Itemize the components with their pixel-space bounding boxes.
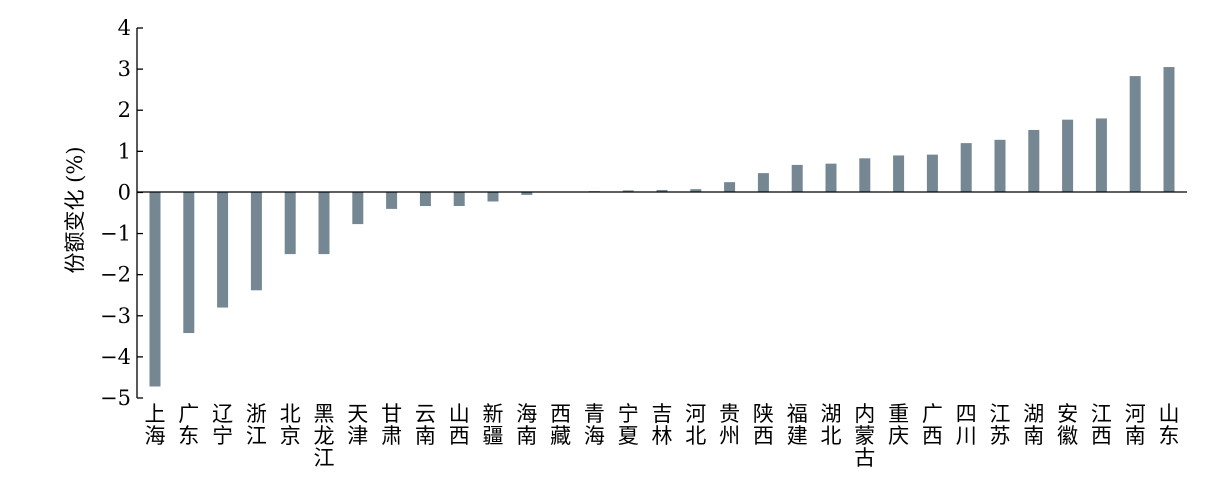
- bar: [318, 192, 330, 255]
- x-tick-label: 重庆: [888, 402, 909, 448]
- bar: [757, 173, 769, 193]
- y-tick-label: −3: [100, 304, 131, 328]
- bar: [656, 189, 668, 193]
- x-tick-label: 内蒙古: [854, 402, 875, 470]
- x-tick-label: 安徽: [1057, 402, 1078, 448]
- x-tick-label: 海南: [516, 402, 537, 448]
- bar: [284, 192, 296, 255]
- bar: [352, 192, 364, 225]
- bar: [825, 163, 837, 193]
- y-tick-label: −5: [100, 386, 131, 410]
- x-tick-label: 广东: [178, 402, 199, 448]
- bar: [1062, 119, 1074, 193]
- x-tick-label: 辽宁: [212, 402, 233, 448]
- x-tick-labels: 上海广东辽宁浙江北京黑龙江天津甘肃云南山西新疆海南西藏青海宁夏吉林河北贵州陕西福…: [145, 402, 1180, 470]
- x-tick-label: 黑龙江: [314, 402, 335, 470]
- x-tick-label: 陕西: [753, 402, 774, 448]
- bar: [1028, 129, 1040, 193]
- bar: [453, 192, 465, 207]
- bar: [1129, 76, 1141, 193]
- x-tick-label: 河南: [1125, 402, 1146, 448]
- x-tick-label: 上海: [145, 402, 166, 448]
- y-tick-label: 4: [118, 16, 131, 40]
- x-tick-label: 山东: [1159, 402, 1180, 448]
- y-tick-label: −4: [100, 345, 131, 369]
- bar: [521, 192, 533, 195]
- x-tick-label: 四川: [956, 402, 977, 448]
- x-tick-label: 广西: [922, 402, 943, 448]
- bar: [893, 155, 905, 193]
- y-axis-label: 份额变化 (%): [63, 146, 87, 273]
- bar: [791, 164, 803, 193]
- axes-layer: [136, 28, 1187, 398]
- bar: [183, 192, 195, 334]
- x-tick-label: 新疆: [483, 402, 504, 448]
- bar: [250, 192, 262, 291]
- bar: [994, 139, 1006, 193]
- y-tick-label: −2: [100, 263, 131, 287]
- x-tick-label: 山西: [449, 402, 470, 448]
- x-tick-label: 吉林: [652, 402, 673, 448]
- x-tick-label: 浙江: [246, 402, 267, 448]
- bar: [690, 189, 702, 193]
- bar: [1095, 118, 1107, 193]
- bar: [724, 182, 736, 193]
- y-ticks: 4 3 2 1 0 −1 −2 −3 −4 −5: [100, 16, 143, 410]
- x-tick-label: 西藏: [550, 402, 571, 448]
- bar: [859, 158, 871, 193]
- bar: [419, 192, 431, 207]
- y-tick-label: −1: [100, 222, 131, 246]
- bar: [149, 192, 161, 387]
- x-tick-label: 福建: [787, 402, 808, 448]
- x-tick-label: 江西: [1091, 402, 1112, 448]
- bar: [926, 154, 938, 193]
- x-tick-label: 宁夏: [618, 402, 639, 448]
- bar: [1163, 67, 1175, 193]
- bars-layer: [149, 67, 1175, 387]
- x-tick-label: 贵州: [719, 402, 740, 448]
- x-tick-label: 湖北: [821, 402, 842, 448]
- x-tick-label: 青海: [584, 402, 605, 448]
- y-tick-label: 0: [118, 180, 131, 204]
- x-tick-label: 云南: [415, 402, 436, 448]
- x-tick-label: 江苏: [990, 402, 1011, 448]
- x-tick-label: 甘肃: [381, 402, 402, 448]
- bar: [386, 192, 398, 209]
- bar: [960, 143, 972, 193]
- y-tick-label: 3: [118, 57, 131, 81]
- x-tick-label: 天津: [347, 402, 368, 448]
- bar: [217, 192, 229, 308]
- x-tick-label: 北京: [280, 402, 301, 448]
- y-tick-label: 1: [118, 139, 131, 163]
- x-tick-label: 湖南: [1023, 402, 1044, 448]
- y-tick-label: 2: [118, 98, 131, 122]
- bar: [487, 192, 499, 202]
- x-tick-label: 河北: [685, 402, 706, 448]
